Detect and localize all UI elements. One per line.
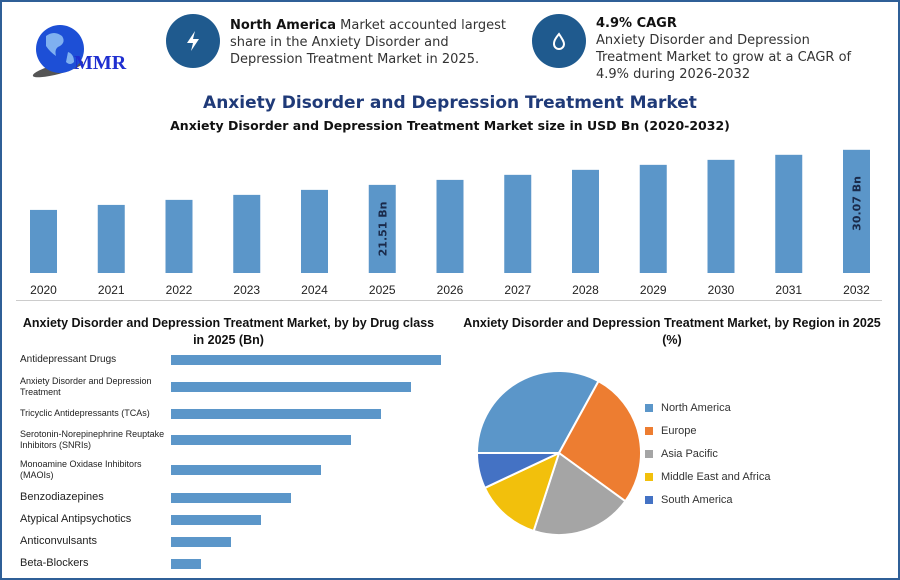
bar-chart-title: Anxiety Disorder and Depression Treatmen… (170, 118, 730, 133)
data-label-2025: 21.51 Bn (376, 202, 389, 257)
cagr-heading: 4.9% CAGR (596, 16, 677, 31)
legend-swatch (645, 450, 653, 458)
mmr-logo: MMR (18, 14, 138, 79)
cagr-text: Anxiety Disorder and Depression Treatmen… (596, 33, 852, 82)
x-tick-2020: 2020 (30, 283, 57, 297)
x-tick-2029: 2029 (640, 283, 667, 297)
x-tick-2030: 2030 (708, 283, 735, 297)
bar-2026 (436, 179, 464, 273)
divider (16, 300, 882, 301)
legend-label: North America (661, 402, 731, 414)
category-label: Serotonin-Norepinephrine Reuptake Inhibi… (20, 429, 165, 450)
lightning-icon-circle (166, 14, 220, 68)
category-label: Anticonvulsants (20, 535, 98, 547)
legend-label: Europe (661, 425, 697, 437)
x-tick-2025: 2025 (369, 283, 396, 297)
info-text: Market accounted largest share in the An… (230, 18, 506, 67)
category-label: Beta-Blockers (20, 557, 89, 569)
info-north-america: North America Market accounted largest s… (230, 17, 520, 68)
bar-2027 (504, 174, 532, 273)
info-cagr: 4.9% CAGR Anxiety Disorder and Depressio… (596, 15, 876, 83)
legend-swatch (645, 496, 653, 504)
slice-middle-east-and-africa (483, 451, 561, 533)
bar-2032 (843, 149, 870, 273)
category-label: Anxiety Disorder and Depression Treatmen… (20, 376, 152, 397)
legend-item: Europe (645, 425, 696, 437)
data-label-2032: 30.07 Bn (851, 176, 864, 231)
legend-swatch (645, 473, 653, 481)
bar-2028 (572, 169, 599, 273)
bar-2 (171, 382, 411, 392)
category-label: Atypical Antipsychotics (20, 513, 132, 525)
legend-item: North America (645, 402, 731, 414)
bar-2020 (30, 209, 57, 273)
bar-2025 (368, 184, 396, 273)
legend-label: South America (661, 494, 733, 506)
info-bold: North America (230, 18, 336, 33)
x-tick-2024: 2024 (301, 283, 328, 297)
bar-2024 (301, 189, 328, 273)
drug-class-chart-title: Anxiety Disorder and Depression Treatmen… (22, 316, 435, 347)
x-tick-2021: 2021 (98, 283, 125, 297)
x-tick-2032: 2032 (843, 283, 870, 297)
x-tick-2026: 2026 (437, 283, 464, 297)
legend-item: South America (645, 494, 733, 506)
legend-label: Middle East and Africa (661, 471, 771, 483)
bar-1 (171, 355, 441, 365)
region-chart-title: Anxiety Disorder and Depression Treatmen… (463, 316, 881, 347)
bar-6 (171, 493, 291, 503)
bar-2022 (165, 199, 193, 273)
bar-8 (171, 537, 231, 547)
legend-swatch (645, 404, 653, 412)
market-size-bar-chart: 2020 2021 2022 2023 2024 2025 21.51 Bn 2026 2027… (30, 149, 870, 297)
bar-5 (171, 465, 321, 475)
legend-item: Asia Pacific (645, 448, 718, 460)
bar-2029 (639, 164, 667, 273)
bar-7 (171, 515, 261, 525)
legend-item: Middle East and Africa (645, 471, 770, 483)
legend-label: Asia Pacific (661, 448, 718, 460)
category-label: Antidepressant Drugs (20, 354, 117, 365)
x-tick-2022: 2022 (166, 283, 193, 297)
bar-2021 (97, 204, 125, 273)
lightning-icon (187, 31, 199, 51)
x-tick-2031: 2031 (775, 283, 802, 297)
bar-2031 (775, 154, 803, 273)
slice-europe (557, 379, 642, 503)
svg-text:MMR: MMR (74, 52, 127, 74)
bar-9 (171, 559, 201, 569)
bar-3 (171, 409, 381, 419)
slice-north-america (475, 370, 600, 454)
bar-4 (171, 435, 351, 445)
x-tick-2028: 2028 (572, 283, 599, 297)
region-pie-chart (475, 370, 642, 536)
slice-asia-pacific (532, 451, 627, 536)
bar-2030 (707, 159, 735, 273)
legend-swatch (645, 427, 653, 435)
slice-south-america (475, 452, 560, 490)
category-label: Monoamine Oxidase Inhibitors (MAOIs) (20, 459, 142, 480)
drop-icon (552, 32, 566, 50)
category-label: Tricyclic Antidepressants (TCAs) (20, 408, 150, 418)
drop-icon-circle (532, 14, 586, 68)
x-tick-2023: 2023 (233, 283, 260, 297)
category-label: Benzodiazepines (20, 491, 104, 503)
bar-2023 (233, 194, 261, 273)
x-tick-2027: 2027 (504, 283, 531, 297)
main-title: Anxiety Disorder and Depression Treatmen… (203, 93, 697, 113)
